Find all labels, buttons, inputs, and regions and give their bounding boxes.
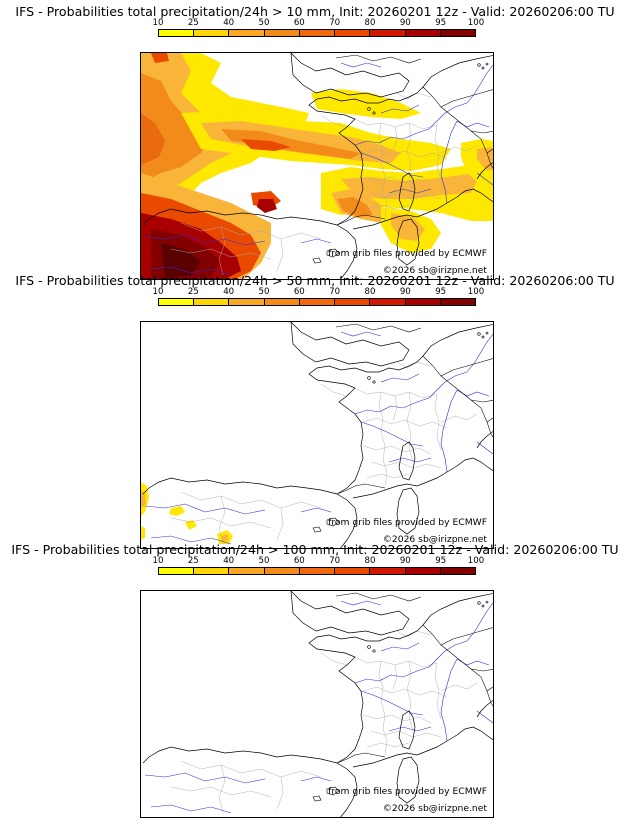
legend-swatch xyxy=(159,568,195,574)
precipitation-map: from grib files provided by ECMWF ©2026 … xyxy=(140,590,494,818)
source-credit: from grib files provided by ECMWF xyxy=(328,248,487,259)
legend-tick: 60 xyxy=(293,556,305,566)
legend-swatch xyxy=(370,30,406,36)
map-panel-50mm: IFS - Probabilities total precipitation/… xyxy=(0,273,630,549)
legend-tick: 40 xyxy=(223,18,235,28)
legend-swatch xyxy=(335,30,371,36)
source-credit: from grib files provided by ECMWF xyxy=(328,786,487,797)
legend-tick: 50 xyxy=(258,556,270,566)
legend-swatch xyxy=(440,30,475,36)
copyright-credit: ©2026 sb@irizpne.net xyxy=(382,803,487,814)
legend-tick: 70 xyxy=(329,287,341,297)
legend-tick: 80 xyxy=(364,287,376,297)
legend-tick: 70 xyxy=(329,18,341,28)
legend-swatch xyxy=(405,299,441,305)
legend-swatch xyxy=(264,299,300,305)
legend-swatch xyxy=(194,299,230,305)
map-panel-100mm: IFS - Probabilities total precipitation/… xyxy=(0,542,630,818)
legend-tick: 40 xyxy=(223,556,235,566)
precipitation-map: from grib files provided by ECMWF ©2026 … xyxy=(140,321,494,549)
legend-swatch xyxy=(405,30,441,36)
legend-colorbar xyxy=(158,567,476,575)
probability-legend: 10 25 40 50 60 70 80 90 95 100 xyxy=(153,287,485,311)
map-canvas xyxy=(141,322,493,548)
legend-swatch xyxy=(370,299,406,305)
legend-tick: 10 xyxy=(152,287,164,297)
legend-swatch xyxy=(159,30,195,36)
panel-title: IFS - Probabilities total precipitation/… xyxy=(15,4,615,19)
panel-title: IFS - Probabilities total precipitation/… xyxy=(15,273,615,288)
legend-swatch xyxy=(335,568,371,574)
copyright-credit: ©2026 sb@irizpne.net xyxy=(382,265,487,276)
legend-swatch xyxy=(194,568,230,574)
precipitation-map: from grib files provided by ECMWF ©2026 … xyxy=(140,52,494,280)
legend-swatch xyxy=(440,568,475,574)
copyright-credit: ©2026 sb@irizpne.net xyxy=(382,534,487,545)
legend-swatch xyxy=(264,30,300,36)
legend-tick: 100 xyxy=(467,556,485,566)
legend-tick: 50 xyxy=(258,287,270,297)
legend-swatch xyxy=(159,299,195,305)
legend-tick: 25 xyxy=(187,18,199,28)
source-credit: from grib files provided by ECMWF xyxy=(328,517,487,528)
probability-legend: 10 25 40 50 60 70 80 90 95 100 xyxy=(153,18,485,42)
legend-swatch xyxy=(194,30,230,36)
legend-tick: 60 xyxy=(293,287,305,297)
legend-ticks: 10 25 40 50 60 70 80 90 95 100 xyxy=(153,287,485,297)
legend-tick: 25 xyxy=(187,556,199,566)
legend-tick: 95 xyxy=(435,556,447,566)
legend-tick: 40 xyxy=(223,287,235,297)
legend-tick: 95 xyxy=(435,18,447,28)
legend-swatch xyxy=(299,299,336,305)
map-canvas xyxy=(141,53,493,279)
legend-swatch xyxy=(229,568,265,574)
legend-tick: 70 xyxy=(329,556,341,566)
precip-probability-shading xyxy=(141,482,233,544)
legend-tick: 90 xyxy=(399,18,411,28)
map-panel-10mm: IFS - Probabilities total precipitation/… xyxy=(0,4,630,280)
panel-title: IFS - Probabilities total precipitation/… xyxy=(11,542,619,557)
probability-legend: 10 25 40 50 60 70 80 90 95 100 xyxy=(153,556,485,580)
legend-tick: 10 xyxy=(152,556,164,566)
legend-swatch xyxy=(370,568,406,574)
legend-tick: 10 xyxy=(152,18,164,28)
legend-swatch xyxy=(229,299,265,305)
legend-tick: 95 xyxy=(435,287,447,297)
legend-ticks: 10 25 40 50 60 70 80 90 95 100 xyxy=(153,18,485,28)
legend-colorbar xyxy=(158,298,476,306)
map-canvas xyxy=(142,591,493,817)
legend-swatch xyxy=(264,568,300,574)
legend-swatch xyxy=(299,30,336,36)
legend-tick: 90 xyxy=(399,287,411,297)
legend-tick: 60 xyxy=(293,18,305,28)
legend-swatch xyxy=(229,30,265,36)
legend-tick: 25 xyxy=(187,287,199,297)
legend-tick: 80 xyxy=(364,18,376,28)
legend-tick: 50 xyxy=(258,18,270,28)
legend-colorbar xyxy=(158,29,476,37)
legend-tick: 100 xyxy=(467,287,485,297)
legend-swatch xyxy=(335,299,371,305)
legend-tick: 80 xyxy=(364,556,376,566)
legend-swatch xyxy=(405,568,441,574)
legend-swatch xyxy=(299,568,336,574)
legend-tick: 100 xyxy=(467,18,485,28)
legend-ticks: 10 25 40 50 60 70 80 90 95 100 xyxy=(153,556,485,566)
legend-tick: 90 xyxy=(399,556,411,566)
legend-swatch xyxy=(440,299,475,305)
precip-probability-shading xyxy=(141,53,493,279)
